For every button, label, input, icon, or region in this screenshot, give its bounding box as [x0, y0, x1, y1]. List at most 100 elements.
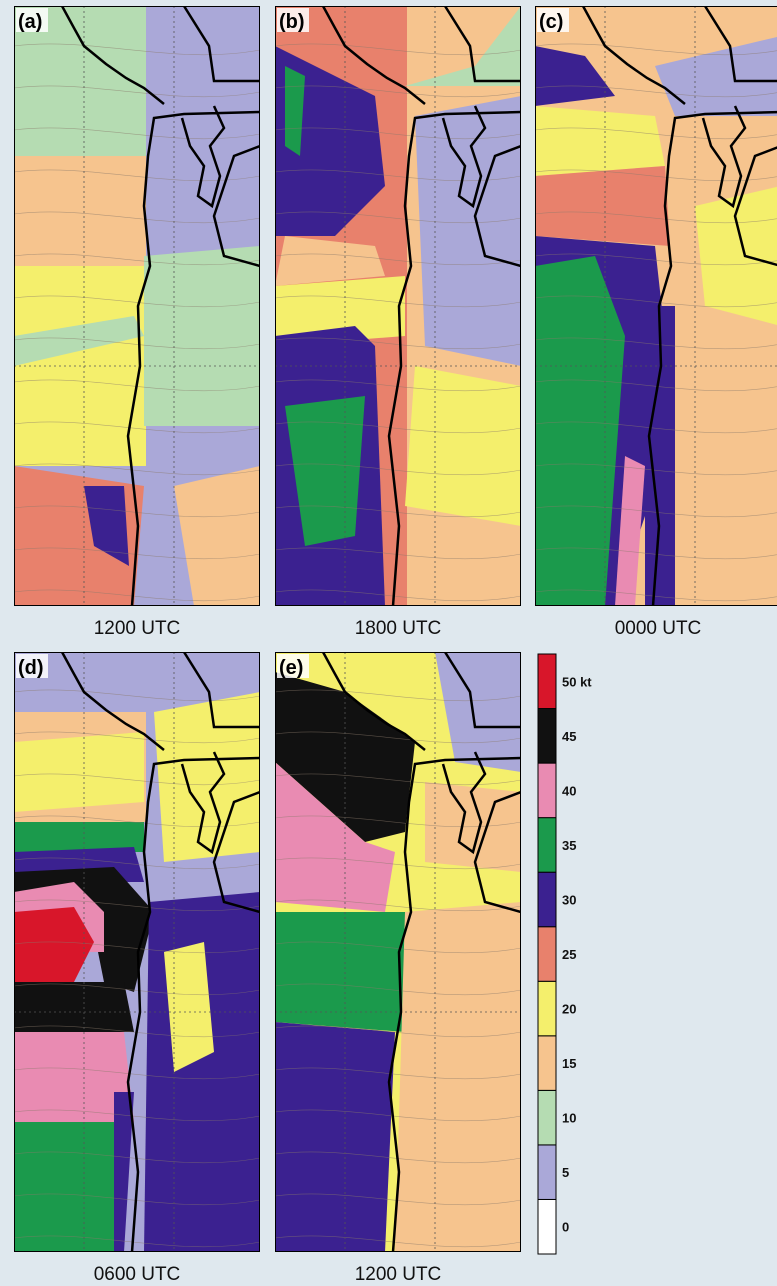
isobar — [14, 85, 260, 98]
wind-field — [275, 762, 395, 912]
wind-field — [14, 316, 144, 366]
wind-field — [14, 156, 146, 266]
wind-field — [535, 256, 625, 606]
coastline — [60, 6, 260, 606]
label-box — [16, 8, 48, 32]
isobar — [275, 505, 521, 518]
isobar — [535, 169, 777, 182]
wind-field — [84, 486, 129, 566]
panel-label: (d) — [18, 657, 44, 679]
isobar — [535, 85, 777, 98]
colorbar-label: 20 — [562, 1002, 576, 1017]
isobar — [275, 85, 521, 98]
isobar — [14, 211, 260, 224]
isobar — [14, 857, 260, 870]
isobar — [14, 941, 260, 954]
label-box — [277, 654, 309, 678]
isobar — [275, 689, 521, 702]
isobar — [14, 295, 260, 308]
isobar — [535, 589, 777, 602]
isobar — [14, 169, 260, 182]
wind-field — [174, 466, 260, 606]
map-panel — [14, 6, 260, 606]
isobar — [535, 43, 777, 56]
colorbar-label: 45 — [562, 729, 576, 744]
colorbar-label: 0 — [562, 1220, 569, 1235]
wind-field — [275, 912, 405, 1032]
isobar — [275, 773, 521, 786]
isobar — [275, 295, 521, 308]
wind-field — [14, 1122, 114, 1252]
isobar — [275, 1109, 521, 1122]
isobar — [275, 983, 521, 996]
colorbar-label: 15 — [562, 1056, 576, 1071]
isobar — [275, 1067, 521, 1080]
isobar — [275, 379, 521, 392]
map-panel — [535, 6, 777, 606]
coastline — [321, 652, 521, 1252]
wind-field — [285, 66, 305, 156]
isobar — [14, 983, 260, 996]
isobar — [275, 337, 521, 350]
isobar — [535, 505, 777, 518]
wind-field — [395, 902, 521, 1252]
colorbar-swatch — [537, 1198, 557, 1255]
colorbar-label: 25 — [562, 947, 576, 962]
colorbar-swatch — [537, 762, 557, 819]
colorbar-label: 35 — [562, 838, 576, 853]
state-border — [275, 6, 521, 606]
isobar — [14, 1025, 260, 1038]
isobar — [14, 773, 260, 786]
wind-field — [14, 6, 146, 156]
state-border — [14, 652, 260, 1252]
colorbar-swatch — [537, 926, 557, 982]
state-border — [14, 6, 260, 606]
isobar — [14, 421, 260, 434]
label-box — [277, 8, 309, 32]
isobar — [535, 253, 777, 266]
isobar — [535, 463, 777, 476]
panel-label: (a) — [18, 11, 42, 33]
map-panel — [14, 652, 260, 1252]
coastline — [321, 6, 521, 606]
isobar — [535, 421, 777, 434]
isobar — [275, 211, 521, 224]
wind-field — [695, 186, 777, 325]
wind-field — [645, 306, 675, 606]
wind-field — [535, 106, 665, 176]
label-box — [537, 8, 569, 32]
map-panel — [275, 652, 521, 1252]
wind-field — [535, 166, 670, 246]
colorbar-label: 50 kt — [562, 674, 592, 689]
isobar — [14, 1235, 260, 1248]
isobar — [14, 1151, 260, 1164]
wind-field — [144, 246, 260, 426]
isobar — [14, 127, 260, 140]
state-border — [535, 6, 777, 606]
isobar — [275, 127, 521, 140]
isobar — [275, 857, 521, 870]
isobar — [275, 421, 521, 434]
state-border — [275, 652, 521, 1252]
wind-field — [415, 96, 521, 366]
time-label: 0600 UTC — [94, 1264, 181, 1285]
coastline — [60, 652, 260, 1252]
isobar — [275, 941, 521, 954]
time-label: 1800 UTC — [355, 618, 442, 639]
isobar — [14, 689, 260, 702]
wind-field — [14, 732, 144, 812]
isobar — [14, 899, 260, 912]
isobar — [14, 253, 260, 266]
isobar — [14, 337, 260, 350]
isobar — [275, 731, 521, 744]
isobar — [275, 899, 521, 912]
panel-label: (b) — [279, 11, 305, 33]
wind-field — [114, 1092, 134, 1252]
colorbar-swatch — [537, 708, 557, 764]
isobar — [275, 253, 521, 266]
isobar — [14, 43, 260, 56]
wind-field — [14, 1032, 134, 1122]
isobar — [14, 379, 260, 392]
colorbar-label: 10 — [562, 1111, 576, 1126]
isobar — [14, 505, 260, 518]
